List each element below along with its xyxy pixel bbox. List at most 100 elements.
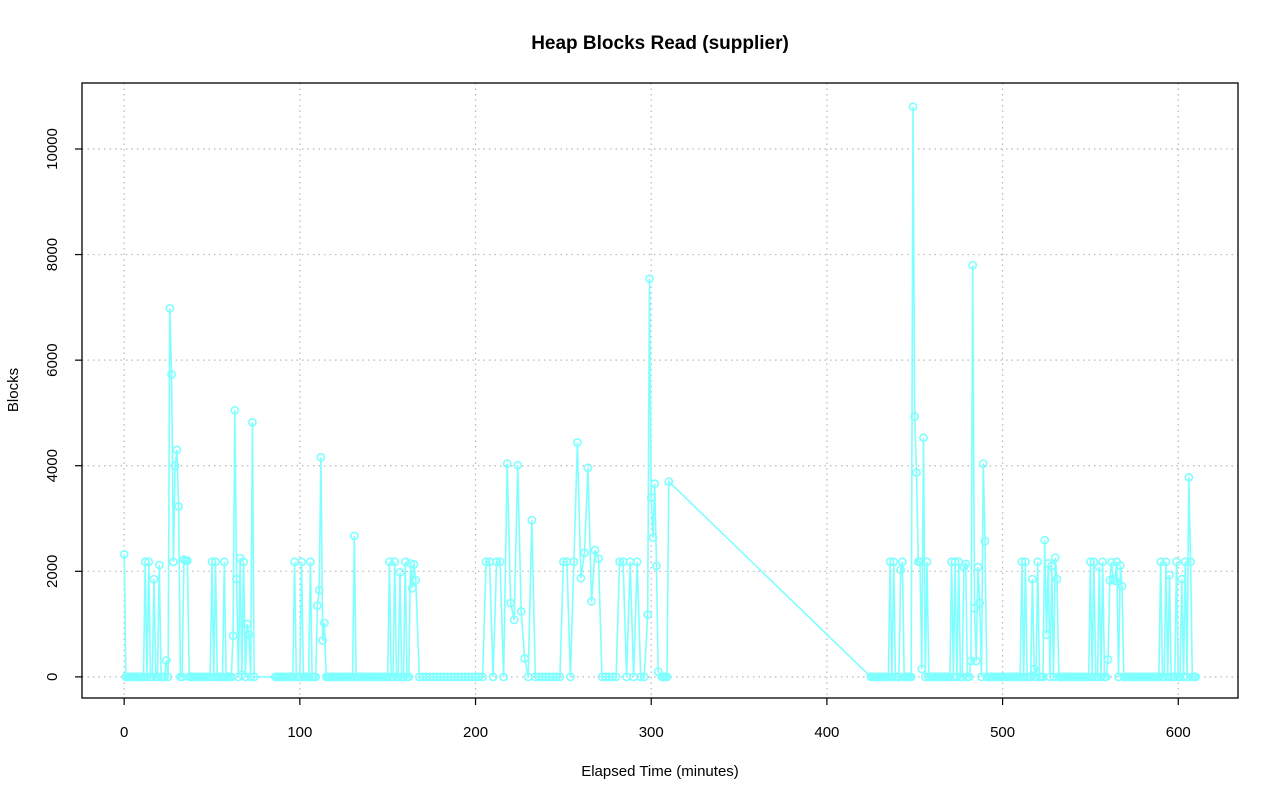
data-point [165,303,175,313]
data-point [207,557,217,567]
data-point [1101,672,1111,682]
data-point [1170,672,1180,682]
data-point [896,565,906,575]
y-tick-label: 2000 [44,555,61,588]
data-point [1045,672,1055,682]
y-tick-label: 0 [44,673,61,681]
data-point [1110,576,1120,586]
data-point [407,583,417,593]
data-point [1177,574,1187,584]
data-point [1184,472,1194,482]
data-point [1028,574,1037,584]
data-point [1042,630,1051,640]
data-point [580,548,589,558]
data-point [1117,581,1127,591]
data-point [975,598,985,608]
data-point [393,672,403,682]
data-point [978,459,988,468]
data-point [211,557,220,567]
data-point [499,672,508,682]
x-axis-label: Elapsed Time (minutes) [581,763,739,780]
data-point [395,568,405,577]
data-point [170,461,180,471]
data-point [590,545,600,555]
x-tick-label: 100 [287,724,312,741]
data-point [551,672,561,682]
data-point [1033,557,1043,567]
data-point [908,102,918,112]
data-point [980,536,990,546]
data-point [516,607,526,616]
data-point [566,672,575,682]
data-point [247,417,257,427]
data-point [664,477,674,486]
data-point [384,557,394,567]
data-point [174,501,183,511]
data-point [971,656,981,666]
data-point [481,557,491,567]
data-point [142,672,152,682]
data-point [163,672,173,682]
data-point [478,672,487,682]
data-point [1047,561,1057,571]
data-point [966,656,976,666]
data-point [349,531,359,541]
data-point [952,672,962,682]
data-point [161,656,171,665]
data-point [316,452,326,462]
data-point [411,575,421,585]
data-point [520,654,530,663]
y-tick-label: 8000 [44,238,61,271]
data-point [650,479,660,489]
x-tick-label: 300 [639,724,664,741]
data-point [1115,561,1125,570]
data-point [232,574,241,584]
data-point [1165,570,1174,580]
data-point [1179,672,1188,682]
y-tick-label: 10000 [44,128,61,170]
data-point [573,438,582,447]
data-point [319,618,329,628]
data-point [1161,557,1171,567]
data-point [1096,672,1106,682]
data-point [149,574,159,584]
data-point [662,672,672,682]
data-point [632,557,642,567]
data-point [383,672,393,682]
data-point [242,619,252,629]
data-point [636,672,646,682]
data-point [1172,557,1181,567]
data-point [527,515,537,525]
data-point [182,556,192,566]
data-point [1191,672,1201,682]
data-point [1052,574,1062,584]
data-point [885,557,895,567]
data-point [509,615,519,625]
y-axis-label: Blocks [5,368,22,412]
data-point [917,664,927,674]
data-point [311,672,321,682]
data-point [961,559,971,569]
data-point [249,672,259,682]
data-point [912,468,921,477]
data-point [1156,557,1166,567]
data-point [314,585,324,595]
data-point [400,557,410,567]
data-point [228,631,238,641]
data-point [1086,557,1095,567]
data-point [474,672,484,682]
data-point [973,562,983,572]
series-line [123,106,1196,678]
data-point [1103,655,1113,664]
data-point [495,557,505,567]
data-point [1026,672,1036,682]
data-point [919,433,928,443]
data-point [1017,557,1027,567]
data-point [244,630,254,640]
data-point [555,672,565,682]
data-point [648,533,658,542]
data-point [1089,557,1099,567]
data-point [922,557,932,567]
data-point [643,610,653,619]
